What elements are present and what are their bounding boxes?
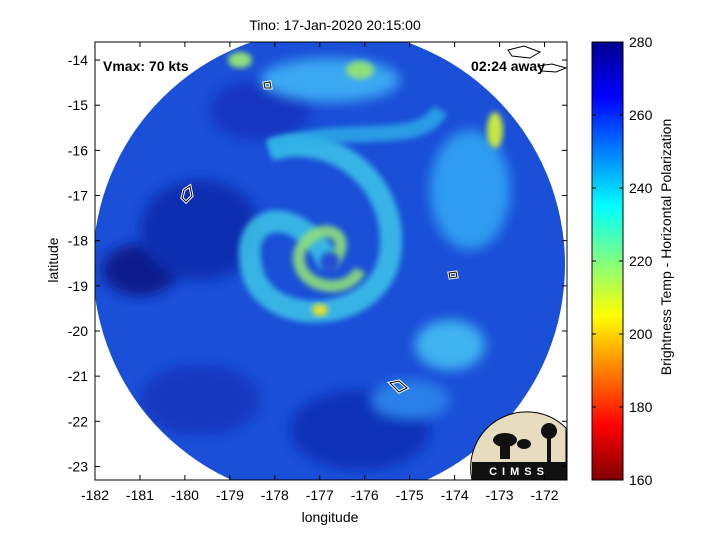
colorbar-tick-label: 220 (629, 253, 653, 269)
x-tick-label: -182 (81, 487, 109, 503)
swath-image (95, 42, 565, 480)
x-tick-label: -181 (126, 487, 154, 503)
colorbar-tick-label: 180 (629, 399, 653, 415)
colorbar: 280 260 240 220 200 180 160 Brightness Temp - … (591, 34, 674, 488)
colorbar-tick-label: 200 (629, 326, 653, 342)
x-tick-label: -177 (306, 487, 334, 503)
x-tick-label: -178 (261, 487, 289, 503)
y-tick-label: -14 (68, 52, 88, 68)
vmax-label: Vmax: 70 kts (103, 58, 189, 74)
y-tick-label: -18 (68, 233, 88, 249)
y-tick-label: -16 (68, 142, 88, 158)
y-tick-label: -17 (68, 188, 88, 204)
x-tick-label: -176 (351, 487, 379, 503)
figure-title: Tino: 17-Jan-2020 20:15:00 (249, 17, 421, 33)
x-tick-label: -174 (441, 487, 469, 503)
x-tick-label: -180 (171, 487, 199, 503)
island-outline (537, 63, 568, 73)
y-tick-label: -23 (68, 458, 88, 474)
y-axis-ticks: -14 -15 -16 -17 -18 -19 -20 -21 -22 -23 (68, 52, 567, 474)
y-axis-label: latitude (45, 237, 61, 282)
y-tick-label: -21 (68, 368, 88, 384)
cimss-logo: CIMSS (470, 411, 567, 481)
x-tick-label: -173 (486, 487, 514, 503)
x-axis-label: longitude (302, 509, 359, 525)
island-outline (507, 45, 542, 59)
x-axis-ticks: -182 -181 -180 -179 -178 -177 -176 -175 -174 -173… (81, 42, 559, 503)
y-tick-label: -15 (68, 97, 88, 113)
colorbar-tick-label: 260 (629, 107, 653, 123)
time-away-label: 02:24 away (471, 58, 545, 74)
colorbar-gradient (591, 41, 624, 481)
y-tick-label: -22 (68, 413, 88, 429)
colorbar-label: Brightness Temp - Horizontal Polarizatio… (658, 119, 674, 376)
colorbar-tick-label: 160 (629, 472, 653, 488)
colorbar-tick-label: 240 (629, 180, 653, 196)
colorbar-tick-label: 280 (629, 34, 653, 50)
plot-area: Vmax: 70 kts 02:24 away CIMSS (94, 41, 568, 481)
x-tick-label: -175 (396, 487, 424, 503)
x-tick-label: -179 (216, 487, 244, 503)
logo-text: CIMSS (489, 466, 549, 478)
colorbar-ticks: 280 260 240 220 200 180 160 (592, 34, 653, 488)
x-tick-label: -172 (531, 487, 559, 503)
y-tick-label: -20 (68, 323, 88, 339)
y-tick-label: -19 (68, 278, 88, 294)
